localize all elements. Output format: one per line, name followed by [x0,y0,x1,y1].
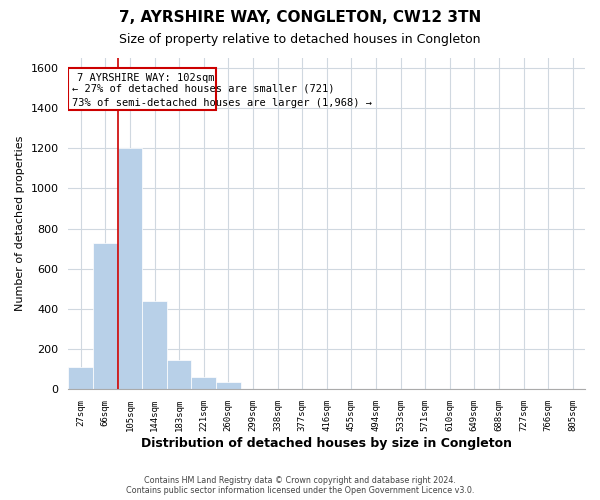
Text: 7, AYRSHIRE WAY, CONGLETON, CW12 3TN: 7, AYRSHIRE WAY, CONGLETON, CW12 3TN [119,10,481,25]
Bar [216,382,241,390]
Bar [68,68,216,110]
X-axis label: Distribution of detached houses by size in Congleton: Distribution of detached houses by size … [141,437,512,450]
Bar [93,242,118,390]
Text: 73% of semi-detached houses are larger (1,968) →: 73% of semi-detached houses are larger (… [72,98,372,108]
Text: Size of property relative to detached houses in Congleton: Size of property relative to detached ho… [119,32,481,46]
Text: Contains HM Land Registry data © Crown copyright and database right 2024.
Contai: Contains HM Land Registry data © Crown c… [126,476,474,495]
Text: ← 27% of detached houses are smaller (721): ← 27% of detached houses are smaller (72… [72,84,335,94]
Bar [191,378,216,390]
Bar [142,301,167,390]
Y-axis label: Number of detached properties: Number of detached properties [15,136,25,311]
Text: 7 AYRSHIRE WAY: 102sqm: 7 AYRSHIRE WAY: 102sqm [77,72,215,83]
Bar [118,148,142,390]
Bar [68,368,93,390]
Bar [167,360,191,390]
